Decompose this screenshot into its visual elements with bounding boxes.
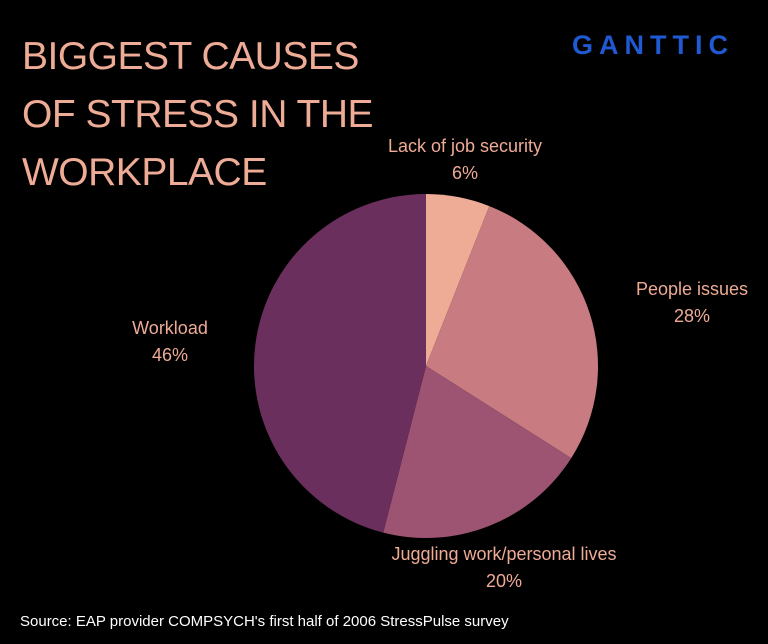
slice-label-value: 6% xyxy=(452,163,478,183)
pie-slice-people-issues xyxy=(426,206,598,459)
pie-slice-lack-of-job-security xyxy=(426,194,490,366)
source-note: Source: EAP provider COMPSYCH's first ha… xyxy=(20,613,509,630)
chart-title: BIGGEST CAUSES OF STRESS IN THE WORKPLAC… xyxy=(22,35,374,194)
slice-label-name: Workload xyxy=(132,318,208,338)
slice-label-value: 46% xyxy=(152,345,188,365)
pie-slice-workload xyxy=(253,194,426,533)
slice-label-value: 20% xyxy=(486,571,522,591)
slice-label-name: People issues xyxy=(636,279,748,299)
slice-label-name: Lack of job security xyxy=(388,136,542,156)
slice-label-name: Juggling work/personal lives xyxy=(391,544,616,564)
ganttic-logo: GANTTIC xyxy=(572,30,734,60)
pie-slice-juggling-work-personal-lives xyxy=(383,366,572,539)
slice-label-value: 28% xyxy=(674,306,710,326)
